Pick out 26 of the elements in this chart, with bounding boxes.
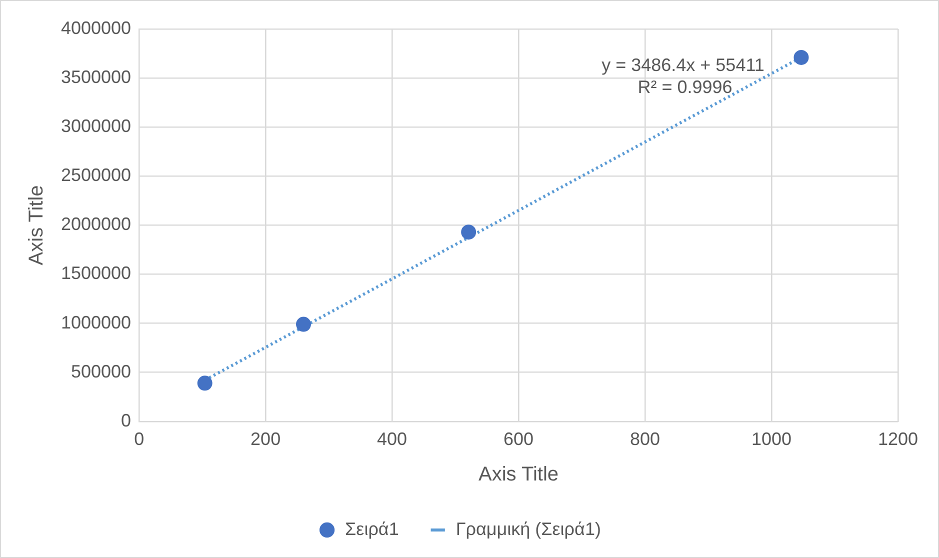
x-tick-label: 800	[630, 429, 660, 450]
y-axis-title: Axis Title	[26, 185, 48, 266]
x-axis-title: Axis Title	[478, 464, 559, 486]
y-tick-label: 1500000	[60, 263, 132, 284]
y-tick-label: 2000000	[60, 214, 132, 234]
x-tick-label: 1000	[751, 429, 792, 450]
y-tick-label: 1000000	[60, 312, 132, 332]
annotation: y = 3486.4x + 55411	[602, 54, 764, 75]
y-tick-label: 3000000	[60, 116, 132, 136]
y-tick-label: 0	[121, 410, 132, 430]
x-tick-label: 600	[504, 429, 534, 450]
x-tick-label: 400	[377, 429, 408, 450]
x-tick-label: 0	[134, 429, 144, 450]
y-tick-label: 3500000	[60, 67, 132, 88]
legend-label: Γραμμική (Σειρά1)	[456, 518, 601, 539]
y-tick-label: 500000	[70, 361, 132, 382]
annotation: R² = 0.9996	[638, 76, 732, 97]
point	[197, 376, 212, 391]
legend-label: Σειρά1	[345, 518, 399, 539]
point	[794, 50, 809, 65]
x-tick-label: 1200	[878, 429, 918, 450]
point	[461, 224, 476, 240]
y-tick-label: 2500000	[60, 165, 132, 186]
y-tick-label: 4000000	[60, 18, 132, 38]
point	[296, 316, 312, 332]
x-tick-label: 200	[250, 429, 281, 450]
